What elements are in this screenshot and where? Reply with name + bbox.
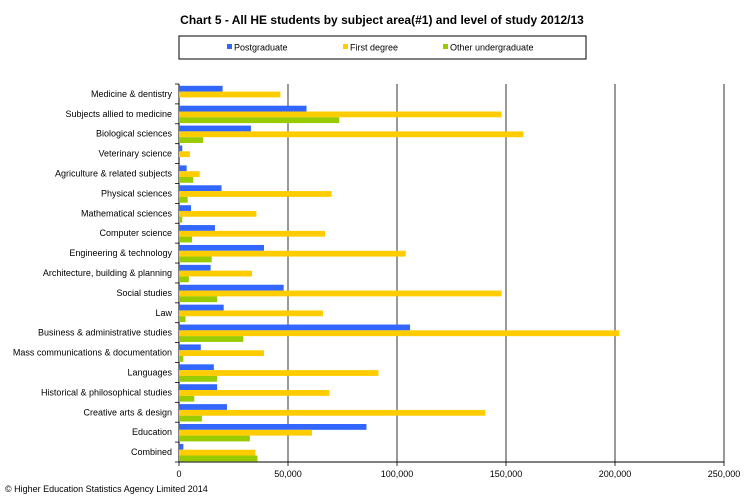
category-label: Engineering & technology: [69, 248, 172, 258]
category-label: Medicine & dentistry: [91, 89, 173, 99]
bar-other-undergraduate: [179, 137, 203, 143]
category-label: Mathematical sciences: [81, 208, 173, 218]
bar-first-degree: [179, 250, 406, 257]
bar-first-degree: [179, 310, 323, 317]
bar-postgraduate: [179, 205, 191, 211]
bar-other-undergraduate: [179, 236, 193, 243]
x-tick-label: 250,000: [708, 469, 741, 479]
bar-postgraduate: [179, 384, 218, 391]
category-label: Combined: [131, 447, 172, 457]
bar-other-undergraduate: [179, 196, 188, 203]
bar-other-undergraduate: [179, 276, 189, 283]
bar-first-degree: [179, 429, 312, 436]
category-label: Business & administrative studies: [38, 328, 173, 338]
bar-other-undergraduate: [179, 256, 212, 263]
legend: Postgraduate First degree Other undergradu…: [178, 35, 587, 60]
bar-first-degree: [179, 449, 256, 456]
bar-postgraduate: [179, 264, 211, 271]
legend-swatch: [443, 44, 448, 49]
x-tick-label: 150,000: [490, 469, 523, 479]
bar-postgraduate: [179, 105, 307, 112]
bar-postgraduate: [179, 424, 367, 430]
grid: [175, 83, 725, 466]
bar-other-undergraduate: [179, 395, 195, 402]
bar-other-undergraduate: [179, 176, 194, 183]
bar-other-undergraduate: [179, 296, 218, 303]
chart-title: Chart 5 - All HE students by subject are…: [180, 13, 584, 27]
category-label: Physical sciences: [101, 188, 173, 198]
copyright-footer: © Higher Education Statistics Agency Lim…: [5, 484, 208, 494]
category-label: Veterinary science: [98, 149, 172, 159]
category-label: Architecture, building & planning: [43, 268, 172, 278]
bar-first-degree: [179, 409, 486, 416]
bar-postgraduate: [179, 225, 215, 231]
bar-first-degree: [179, 171, 200, 177]
bar-first-degree: [179, 350, 265, 357]
bar-postgraduate: [179, 304, 224, 311]
bar-postgraduate: [179, 244, 265, 251]
bar-first-degree: [179, 330, 620, 337]
category-label: Computer science: [99, 228, 172, 238]
bar-other-undergraduate: [179, 316, 186, 323]
category-label: Education: [132, 427, 172, 437]
bar-first-degree: [179, 131, 524, 138]
category-label: Law: [155, 308, 172, 318]
legend-swatch: [343, 44, 348, 49]
legend-label: Postgraduate: [234, 43, 288, 53]
bar-postgraduate: [179, 284, 284, 291]
bar-other-undergraduate: [179, 216, 183, 223]
bar-postgraduate: [179, 443, 184, 450]
category-label: Creative arts & design: [83, 407, 172, 417]
bar-other-undergraduate: [179, 435, 250, 442]
category-label: Biological sciences: [96, 129, 173, 139]
bar-postgraduate: [179, 324, 411, 331]
category-label: Agriculture & related subjects: [55, 169, 173, 179]
category-label: Mass communications & documentation: [13, 348, 172, 358]
bar-first-degree: [179, 290, 502, 297]
bar-first-degree: [179, 210, 257, 217]
bar-first-degree: [179, 91, 281, 98]
bar-first-degree: [179, 111, 502, 118]
bar-first-degree: [179, 151, 190, 158]
bar-other-undergraduate: [179, 375, 218, 382]
x-tick-label: 0: [176, 469, 181, 479]
bar-other-undergraduate: [179, 336, 244, 342]
bar-postgraduate: [179, 125, 251, 132]
bar-postgraduate: [179, 165, 187, 172]
category-label: Social studies: [116, 288, 172, 298]
x-tick-label: 50,000: [274, 469, 302, 479]
legend-swatch: [227, 44, 232, 49]
x-tick-labels: 0 50,000 100,000 150,000 200,000 250,000: [176, 469, 740, 479]
legend-box: [178, 35, 587, 60]
x-tick-label: 200,000: [599, 469, 632, 479]
legend-label: First degree: [350, 43, 398, 53]
category-label: Subjects allied to medicine: [65, 109, 172, 119]
bar-first-degree: [179, 230, 326, 237]
bar-first-degree: [179, 390, 330, 396]
bar-first-degree: [179, 370, 379, 376]
bar-other-undergraduate: [179, 455, 258, 462]
bar-other-undergraduate: [179, 117, 340, 124]
category-labels: Medicine & dentistry Subjects allied to m…: [13, 89, 173, 457]
bars: [179, 85, 620, 462]
legend-label: Other undergraduate: [450, 43, 534, 53]
bar-other-undergraduate: [179, 415, 202, 422]
bar-postgraduate: [179, 364, 214, 371]
x-tick-label: 100,000: [381, 469, 414, 479]
bar-postgraduate: [179, 185, 222, 192]
bar-first-degree: [179, 191, 332, 197]
bar-postgraduate: [179, 145, 183, 152]
bar-other-undergraduate: [179, 356, 184, 362]
bar-postgraduate: [179, 404, 227, 410]
category-label: Historical & philosophical studies: [41, 387, 173, 397]
bar-postgraduate: [179, 85, 223, 92]
bar-first-degree: [179, 270, 253, 277]
category-label: Languages: [127, 367, 172, 377]
bar-postgraduate: [179, 344, 201, 351]
